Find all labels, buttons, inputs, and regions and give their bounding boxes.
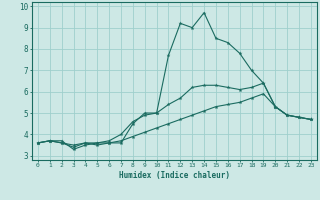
- X-axis label: Humidex (Indice chaleur): Humidex (Indice chaleur): [119, 171, 230, 180]
